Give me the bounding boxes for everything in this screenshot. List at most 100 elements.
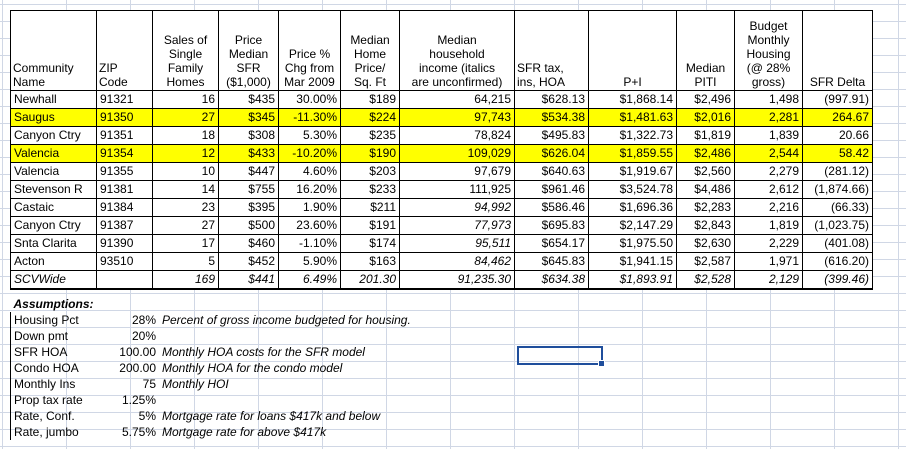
price-change-cell[interactable]: 4.60% [278,162,341,181]
income-cell[interactable]: 77,973 [399,216,515,235]
total-price-change-cell[interactable]: 6.49% [278,270,341,290]
tax-cell[interactable]: $495.83 [514,126,589,145]
piti-cell[interactable]: $4,486 [676,180,735,199]
sales-cell[interactable]: 16 [152,90,219,109]
selected-cell[interactable] [517,346,605,367]
pi-cell[interactable]: $1,859.55 [588,144,677,163]
income-cell[interactable]: 84,462 [399,252,515,271]
header-pi[interactable]: P+I [588,10,677,91]
budget-cell[interactable]: 2,229 [734,234,803,253]
price-cell[interactable]: $460 [218,234,279,253]
zip-cell[interactable]: 91381 [96,180,153,199]
zip-cell[interactable]: 91350 [96,108,153,127]
sales-cell[interactable]: 17 [152,234,219,253]
delta-cell[interactable]: (1,874.66) [802,180,873,199]
sqft-cell[interactable]: $233 [340,180,400,199]
header-piti[interactable]: Median PITI [676,10,735,91]
zip-cell[interactable]: 91390 [96,234,153,253]
zip-cell[interactable]: 93510 [96,252,153,271]
header-tax[interactable]: SFR tax, ins, HOA [514,10,589,91]
price-cell[interactable]: $452 [218,252,279,271]
piti-cell[interactable]: $2,587 [676,252,735,271]
sqft-cell[interactable]: $191 [340,216,400,235]
sqft-cell[interactable]: $190 [340,144,400,163]
budget-cell[interactable]: 2,612 [734,180,803,199]
pi-cell[interactable]: $2,147.29 [588,216,677,235]
price-change-cell[interactable]: 23.60% [278,216,341,235]
assumption-note[interactable]: Mortgage rate for loans $417k and below [162,409,381,423]
community-cell[interactable]: Acton [10,252,97,271]
community-cell[interactable]: Valencia [10,144,97,163]
price-cell[interactable]: $308 [218,126,279,145]
pi-cell[interactable]: $1,868.14 [588,90,677,109]
price-change-cell[interactable]: 1.90% [278,198,341,217]
tax-cell[interactable]: $654.17 [514,234,589,253]
price-change-cell[interactable]: -11.30% [278,108,341,127]
income-cell[interactable]: 64,215 [399,90,515,109]
price-cell[interactable]: $435 [218,90,279,109]
pi-cell[interactable]: $1,941.15 [588,252,677,271]
assumption-note[interactable]: Percent of gross income budgeted for hou… [162,313,411,327]
sqft-cell[interactable]: $224 [340,108,400,127]
header-delta[interactable]: SFR Delta [802,10,873,91]
assumption-note[interactable]: Monthly HOA for the condo model [162,361,343,375]
price-change-cell[interactable]: 30.00% [278,90,341,109]
price-cell[interactable]: $433 [218,144,279,163]
price-change-cell[interactable]: 16.20% [278,180,341,199]
delta-cell[interactable]: 20.66 [802,126,873,145]
budget-cell[interactable]: 1,498 [734,90,803,109]
piti-cell[interactable]: $2,560 [676,162,735,181]
community-cell[interactable]: Canyon Ctry [10,126,97,145]
assumption-label[interactable]: SFR HOA [10,344,107,360]
total-zip-cell[interactable] [96,270,153,290]
total-sales-cell[interactable]: 169 [152,270,219,290]
total-budget-cell[interactable]: 2,129 [734,270,803,290]
assumption-value[interactable]: 5.75% [121,425,156,439]
delta-cell[interactable]: 58.42 [802,144,873,163]
assumptions-title[interactable]: Assumptions: [13,297,94,311]
sales-cell[interactable]: 18 [152,126,219,145]
total-income-cell[interactable]: 91,235.30 [399,270,515,290]
community-cell[interactable]: Newhall [10,90,97,109]
income-cell[interactable]: 94,992 [399,198,515,217]
total-delta-cell[interactable]: (399.46) [802,270,873,290]
delta-cell[interactable]: (616.20) [802,252,873,271]
total-pi-cell[interactable]: $1,893.91 [588,270,677,290]
price-change-cell[interactable]: -10.20% [278,144,341,163]
zip-cell[interactable]: 91351 [96,126,153,145]
assumption-note[interactable] [159,328,414,344]
price-cell[interactable]: $447 [218,162,279,181]
income-cell[interactable]: 97,743 [399,108,515,127]
assumption-label[interactable]: Prop tax rate [10,392,107,408]
fill-handle[interactable] [598,360,605,367]
assumption-label[interactable]: Condo HOA [10,360,107,376]
delta-cell[interactable]: (66.33) [802,198,873,217]
price-cell[interactable]: $755 [218,180,279,199]
income-cell[interactable]: 78,824 [399,126,515,145]
community-cell[interactable]: Saugus [10,108,97,127]
pi-cell[interactable]: $1,481.63 [588,108,677,127]
assumption-label[interactable]: Down pmt [10,328,107,344]
tax-cell[interactable]: $695.83 [514,216,589,235]
income-cell[interactable]: 109,029 [399,144,515,163]
tax-cell[interactable]: $626.04 [514,144,589,163]
piti-cell[interactable]: $1,819 [676,126,735,145]
delta-cell[interactable]: (1,023.75) [802,216,873,235]
zip-cell[interactable]: 91321 [96,90,153,109]
community-cell[interactable]: Canyon Ctry [10,216,97,235]
pi-cell[interactable]: $1,322.73 [588,126,677,145]
pi-cell[interactable]: $3,524.78 [588,180,677,199]
header-sales[interactable]: Sales of Single Family Homes [152,10,219,91]
assumption-note[interactable]: Monthly HOI [162,377,229,391]
community-cell[interactable]: Snta Clarita [10,234,97,253]
header-price[interactable]: Price Median SFR ($1,000) [218,10,279,91]
header-budget[interactable]: Budget Monthly Housing (@ 28% gross) [734,10,803,91]
assumption-note[interactable]: Monthly HOA costs for the SFR model [162,345,365,359]
assumption-label[interactable]: Rate, Conf. [10,408,107,424]
price-change-cell[interactable]: -1.10% [278,234,341,253]
income-cell[interactable]: 95,511 [399,234,515,253]
tax-cell[interactable]: $586.46 [514,198,589,217]
zip-cell[interactable]: 91387 [96,216,153,235]
total-price-cell[interactable]: $441 [218,270,279,290]
